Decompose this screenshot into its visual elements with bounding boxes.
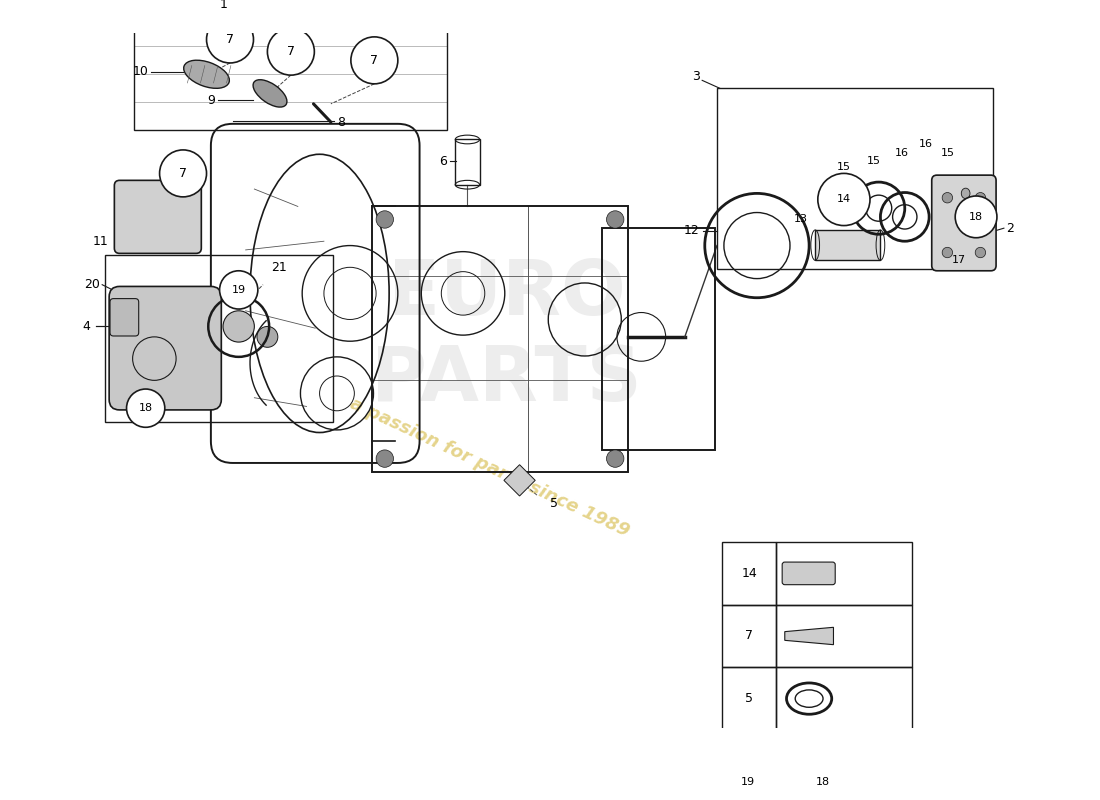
Bar: [602, 228, 715, 450]
FancyBboxPatch shape: [109, 286, 221, 410]
Bar: [455, 139, 480, 185]
FancyBboxPatch shape: [114, 180, 201, 254]
Text: 15: 15: [867, 156, 880, 166]
Text: 4: 4: [82, 320, 90, 333]
Text: 19: 19: [741, 777, 756, 786]
Circle shape: [606, 450, 624, 467]
Text: 20: 20: [84, 278, 100, 291]
Text: EURO
PARTS: EURO PARTS: [371, 257, 642, 417]
Text: 13: 13: [793, 214, 807, 225]
Text: 7: 7: [226, 33, 234, 46]
Text: 10: 10: [132, 65, 148, 78]
Text: 12: 12: [684, 224, 700, 238]
Text: 19: 19: [232, 285, 245, 295]
Text: a passion for parts since 1989: a passion for parts since 1989: [346, 394, 631, 540]
Bar: [777, 667, 912, 730]
Bar: [723, 605, 777, 667]
Text: 7: 7: [745, 630, 754, 642]
Circle shape: [257, 326, 278, 347]
Circle shape: [838, 764, 872, 799]
Ellipse shape: [961, 188, 970, 198]
Ellipse shape: [253, 80, 287, 107]
Bar: [777, 542, 912, 605]
Text: 8: 8: [337, 115, 345, 129]
Text: 16: 16: [895, 147, 910, 158]
Text: 17: 17: [952, 255, 966, 266]
Text: 3: 3: [692, 70, 700, 82]
Bar: [372, 206, 628, 472]
Circle shape: [376, 450, 394, 467]
Circle shape: [160, 150, 207, 197]
Text: 7: 7: [179, 167, 187, 180]
Circle shape: [943, 247, 953, 258]
Circle shape: [976, 247, 986, 258]
Text: 7: 7: [287, 45, 295, 58]
Text: 11: 11: [92, 234, 108, 248]
Polygon shape: [784, 627, 834, 645]
Bar: [799, 758, 876, 800]
FancyArrow shape: [908, 754, 936, 782]
Circle shape: [220, 270, 257, 309]
Text: 14: 14: [741, 567, 757, 580]
Text: 300 03: 300 03: [902, 797, 945, 800]
Bar: [717, 88, 993, 269]
Text: 15: 15: [837, 162, 851, 172]
Text: 15: 15: [942, 147, 955, 158]
Circle shape: [207, 16, 253, 63]
Circle shape: [955, 196, 997, 238]
Text: 7: 7: [371, 54, 378, 67]
FancyBboxPatch shape: [877, 744, 970, 800]
Bar: [104, 255, 332, 422]
Bar: [723, 542, 777, 605]
Text: 18: 18: [816, 777, 831, 786]
FancyBboxPatch shape: [110, 298, 139, 336]
Ellipse shape: [184, 60, 230, 88]
Polygon shape: [504, 465, 536, 496]
Text: 14: 14: [837, 194, 851, 205]
Text: 9: 9: [208, 94, 216, 107]
Text: 18: 18: [139, 403, 153, 413]
Text: 1: 1: [220, 0, 228, 11]
Text: 18: 18: [969, 212, 983, 222]
Text: 5: 5: [550, 498, 559, 510]
Text: 6: 6: [440, 154, 448, 168]
FancyBboxPatch shape: [782, 562, 835, 585]
Circle shape: [376, 210, 394, 228]
Circle shape: [223, 310, 254, 342]
Text: 16: 16: [918, 139, 933, 149]
Bar: [723, 758, 799, 800]
Circle shape: [943, 193, 953, 203]
Text: 5: 5: [745, 692, 754, 705]
Bar: [723, 667, 777, 730]
Text: 2: 2: [1006, 222, 1014, 234]
Circle shape: [267, 28, 315, 75]
Circle shape: [976, 193, 986, 203]
FancyBboxPatch shape: [932, 175, 997, 270]
Circle shape: [817, 174, 870, 226]
Circle shape: [606, 210, 624, 228]
Ellipse shape: [943, 182, 971, 214]
Bar: [815, 230, 880, 260]
Bar: [134, 18, 448, 130]
Bar: [777, 605, 912, 667]
Circle shape: [126, 389, 165, 427]
Circle shape: [351, 37, 398, 84]
Circle shape: [847, 773, 864, 790]
Text: 21: 21: [271, 261, 287, 274]
